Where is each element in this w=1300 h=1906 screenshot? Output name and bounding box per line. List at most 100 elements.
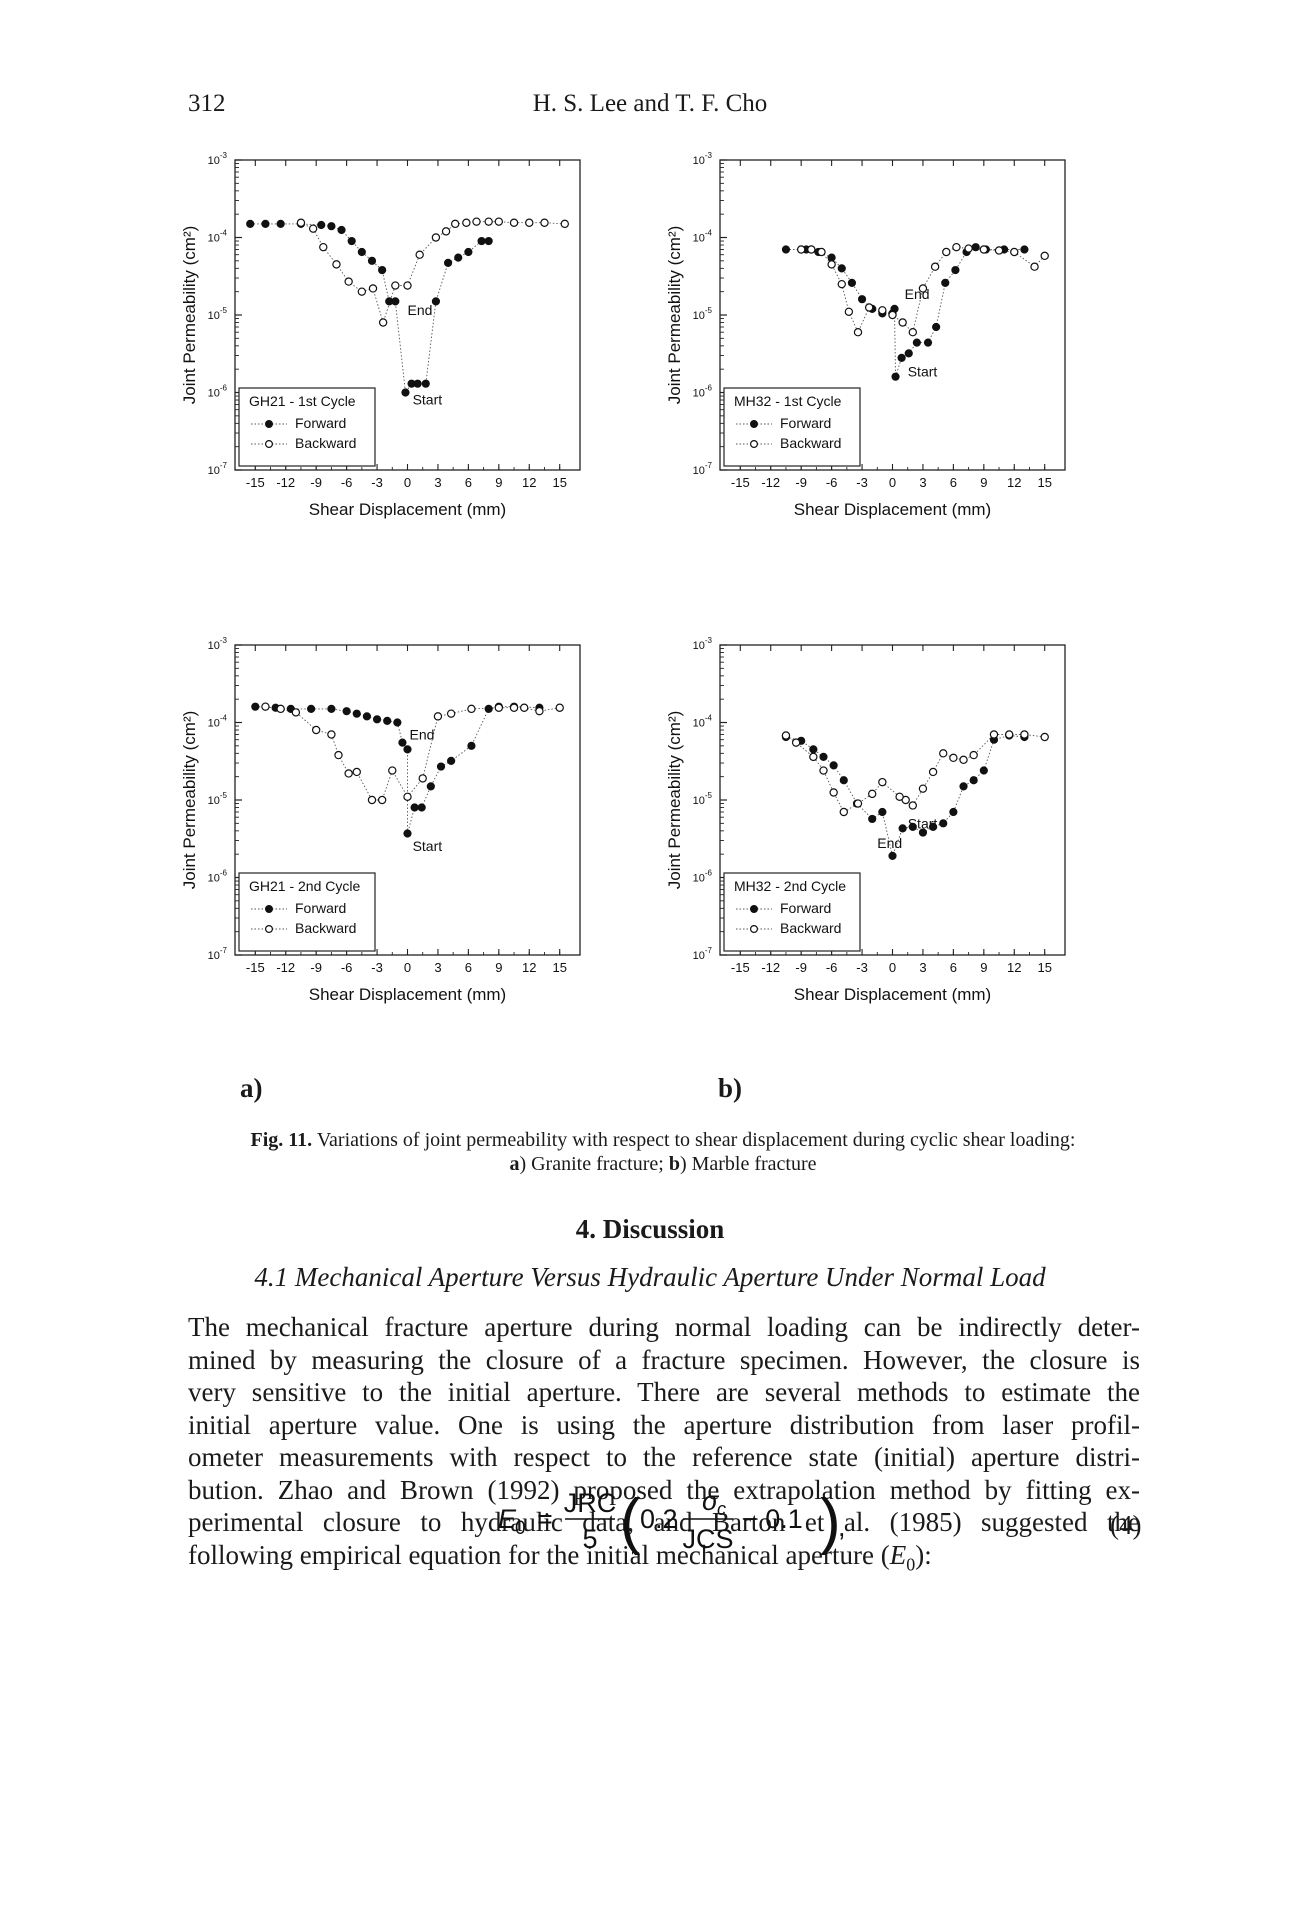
- backward-point: [1030, 262, 1039, 271]
- backward-point: [817, 247, 826, 257]
- forward-point: [888, 851, 897, 860]
- caption-b-label: b: [668, 1153, 680, 1175]
- backward-point: [403, 792, 412, 801]
- annotation-end: End: [408, 302, 433, 318]
- eq-paren-open: (: [620, 1487, 641, 1556]
- eq-sigma-sub: c: [717, 1499, 726, 1519]
- forward-point: [837, 264, 846, 273]
- y-tick-label: 10-7: [693, 461, 713, 477]
- y-tick-label: 10-5: [693, 306, 713, 322]
- forward-point: [337, 225, 346, 235]
- forward-point: [447, 756, 456, 765]
- backward-point: [839, 807, 848, 817]
- forward-point: [878, 807, 887, 817]
- y-tick-label: 10-7: [693, 946, 713, 962]
- forward-point: [809, 745, 818, 754]
- x-tick-label: 9: [980, 960, 987, 975]
- forward-point: [891, 372, 900, 381]
- x-tick-label: 12: [522, 960, 536, 975]
- forward-point: [819, 752, 828, 761]
- forward-point: [484, 236, 493, 246]
- backward-point: [403, 281, 412, 290]
- legend-forward-label: Forward: [780, 900, 831, 916]
- forward-point: [362, 712, 372, 721]
- legend-backward-marker: [264, 925, 273, 934]
- forward-point: [928, 822, 938, 831]
- paragraph-line: The mechanical fracture aperture during …: [188, 1312, 1140, 1342]
- forward-point: [827, 253, 836, 262]
- caption-text: Variations of joint permeability with re…: [316, 1129, 1076, 1151]
- backward-point: [525, 218, 534, 227]
- forward-point: [443, 258, 453, 268]
- legend-backward-label: Backward: [295, 920, 356, 936]
- forward-point: [327, 704, 336, 713]
- chart-mh32-1st: 10-3 10-4 10-5 10-6 10-7 -15 -12 -9 -6 -3 0 3 6 9 12 15…: [665, 151, 1066, 519]
- backward-point: [908, 327, 917, 337]
- backward-point: [796, 245, 806, 254]
- legend-backward-label: Backward: [780, 435, 841, 451]
- backward-point: [388, 766, 397, 775]
- legend-backward-marker: [749, 925, 758, 934]
- forward-point: [951, 265, 960, 275]
- x-tick-label: 6: [465, 960, 472, 975]
- x-axis-label: Shear Displacement (mm): [309, 985, 506, 1004]
- section-heading: 4. Discussion: [575, 1214, 725, 1244]
- annotation-start: Start: [908, 815, 938, 831]
- x-tick-label: 12: [522, 475, 536, 490]
- backward-point: [296, 218, 306, 227]
- annotation-start: Start: [908, 364, 938, 380]
- backward-point: [864, 303, 874, 312]
- y-tick-label: 10-7: [208, 946, 228, 962]
- x-tick-label: -3: [371, 960, 383, 975]
- eq-den2: JCS: [682, 1524, 733, 1554]
- y-tick-label: 10-4: [208, 229, 228, 245]
- chart-mh32-2nd: 10-3 10-4 10-5 10-6 10-7 -15 -12 -9 -6 -3 0 3 6 9 12 15…: [665, 636, 1066, 1004]
- backward-point: [964, 244, 973, 253]
- backward-point: [433, 712, 443, 721]
- page-number: 312: [188, 90, 226, 117]
- y-tick-label: 10-3: [208, 151, 228, 167]
- legend-title: GH21 - 2nd Cycle: [249, 878, 360, 894]
- forward-point: [959, 782, 968, 791]
- y-tick-label: 10-4: [693, 714, 713, 730]
- subsection-heading: 4.1 Mechanical Aperture Versus Hydraulic…: [254, 1262, 1046, 1292]
- x-tick-label: -12: [761, 960, 780, 975]
- forward-point: [421, 379, 430, 388]
- forward-point: [477, 236, 486, 246]
- backward-point: [1020, 730, 1029, 739]
- x-tick-label: 0: [889, 475, 896, 490]
- backward-point: [450, 219, 460, 229]
- eq-minus: − 0.1: [742, 1504, 803, 1534]
- backward-point: [560, 219, 569, 229]
- panel-label-b: b): [718, 1073, 743, 1103]
- backward-point: [949, 753, 958, 763]
- backward-point: [535, 706, 544, 716]
- backward-point: [344, 769, 353, 778]
- forward-series-line: [255, 706, 540, 834]
- x-tick-label: 6: [950, 960, 957, 975]
- annotation-start: Start: [413, 392, 443, 408]
- backward-point: [431, 233, 441, 242]
- backward-point: [853, 327, 863, 337]
- eq-trailing: ,: [838, 1512, 846, 1542]
- forward-point: [401, 388, 410, 397]
- forward-point: [393, 718, 402, 727]
- forward-point: [857, 295, 867, 304]
- backward-point: [484, 217, 493, 226]
- backward-point: [959, 755, 968, 765]
- y-tick-label: 10-5: [208, 306, 228, 322]
- paragraph-line: following empirical equation for the ini…: [188, 1539, 932, 1574]
- legend-forward-marker: [264, 420, 273, 429]
- forward-point: [971, 243, 980, 252]
- chart-gh21-1st: 10-3 10-4 10-5 10-6 10-7 -15 -12 -9 -6 -3 0 3 6 9 12 15…: [180, 151, 581, 519]
- x-tick-label: -3: [856, 960, 868, 975]
- x-tick-label: -9: [310, 960, 322, 975]
- paragraph-line: ometer measurements with respect to the …: [188, 1442, 1140, 1472]
- backward-point: [853, 799, 863, 808]
- legend-box: [238, 387, 376, 467]
- backward-point: [939, 749, 948, 758]
- x-tick-label: -9: [795, 960, 807, 975]
- backward-point: [819, 766, 828, 775]
- backward-point: [809, 752, 818, 762]
- x-tick-label: -15: [731, 475, 750, 490]
